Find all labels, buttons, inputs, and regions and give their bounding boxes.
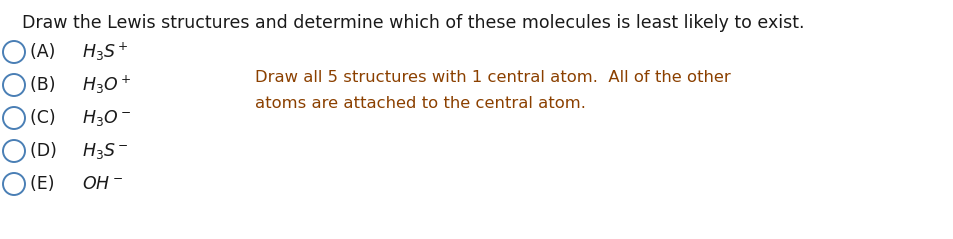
Text: Draw the Lewis structures and determine which of these molecules is least likely: Draw the Lewis structures and determine … [22, 14, 803, 32]
Text: (A): (A) [30, 43, 61, 61]
Text: $H_3S^-$: $H_3S^-$ [82, 141, 129, 161]
Text: (B): (B) [30, 76, 61, 94]
Text: (E): (E) [30, 175, 60, 193]
Text: $H_3O^+$: $H_3O^+$ [82, 74, 132, 96]
Text: $OH^-$: $OH^-$ [82, 175, 123, 193]
Text: atoms are attached to the central atom.: atoms are attached to the central atom. [254, 96, 585, 110]
Text: (C): (C) [30, 109, 61, 127]
Text: Draw all 5 structures with 1 central atom.  All of the other: Draw all 5 structures with 1 central ato… [254, 71, 730, 86]
Text: (D): (D) [30, 142, 62, 160]
Text: $H_3S^+$: $H_3S^+$ [82, 41, 129, 63]
Text: $H_3O^-$: $H_3O^-$ [82, 108, 132, 128]
